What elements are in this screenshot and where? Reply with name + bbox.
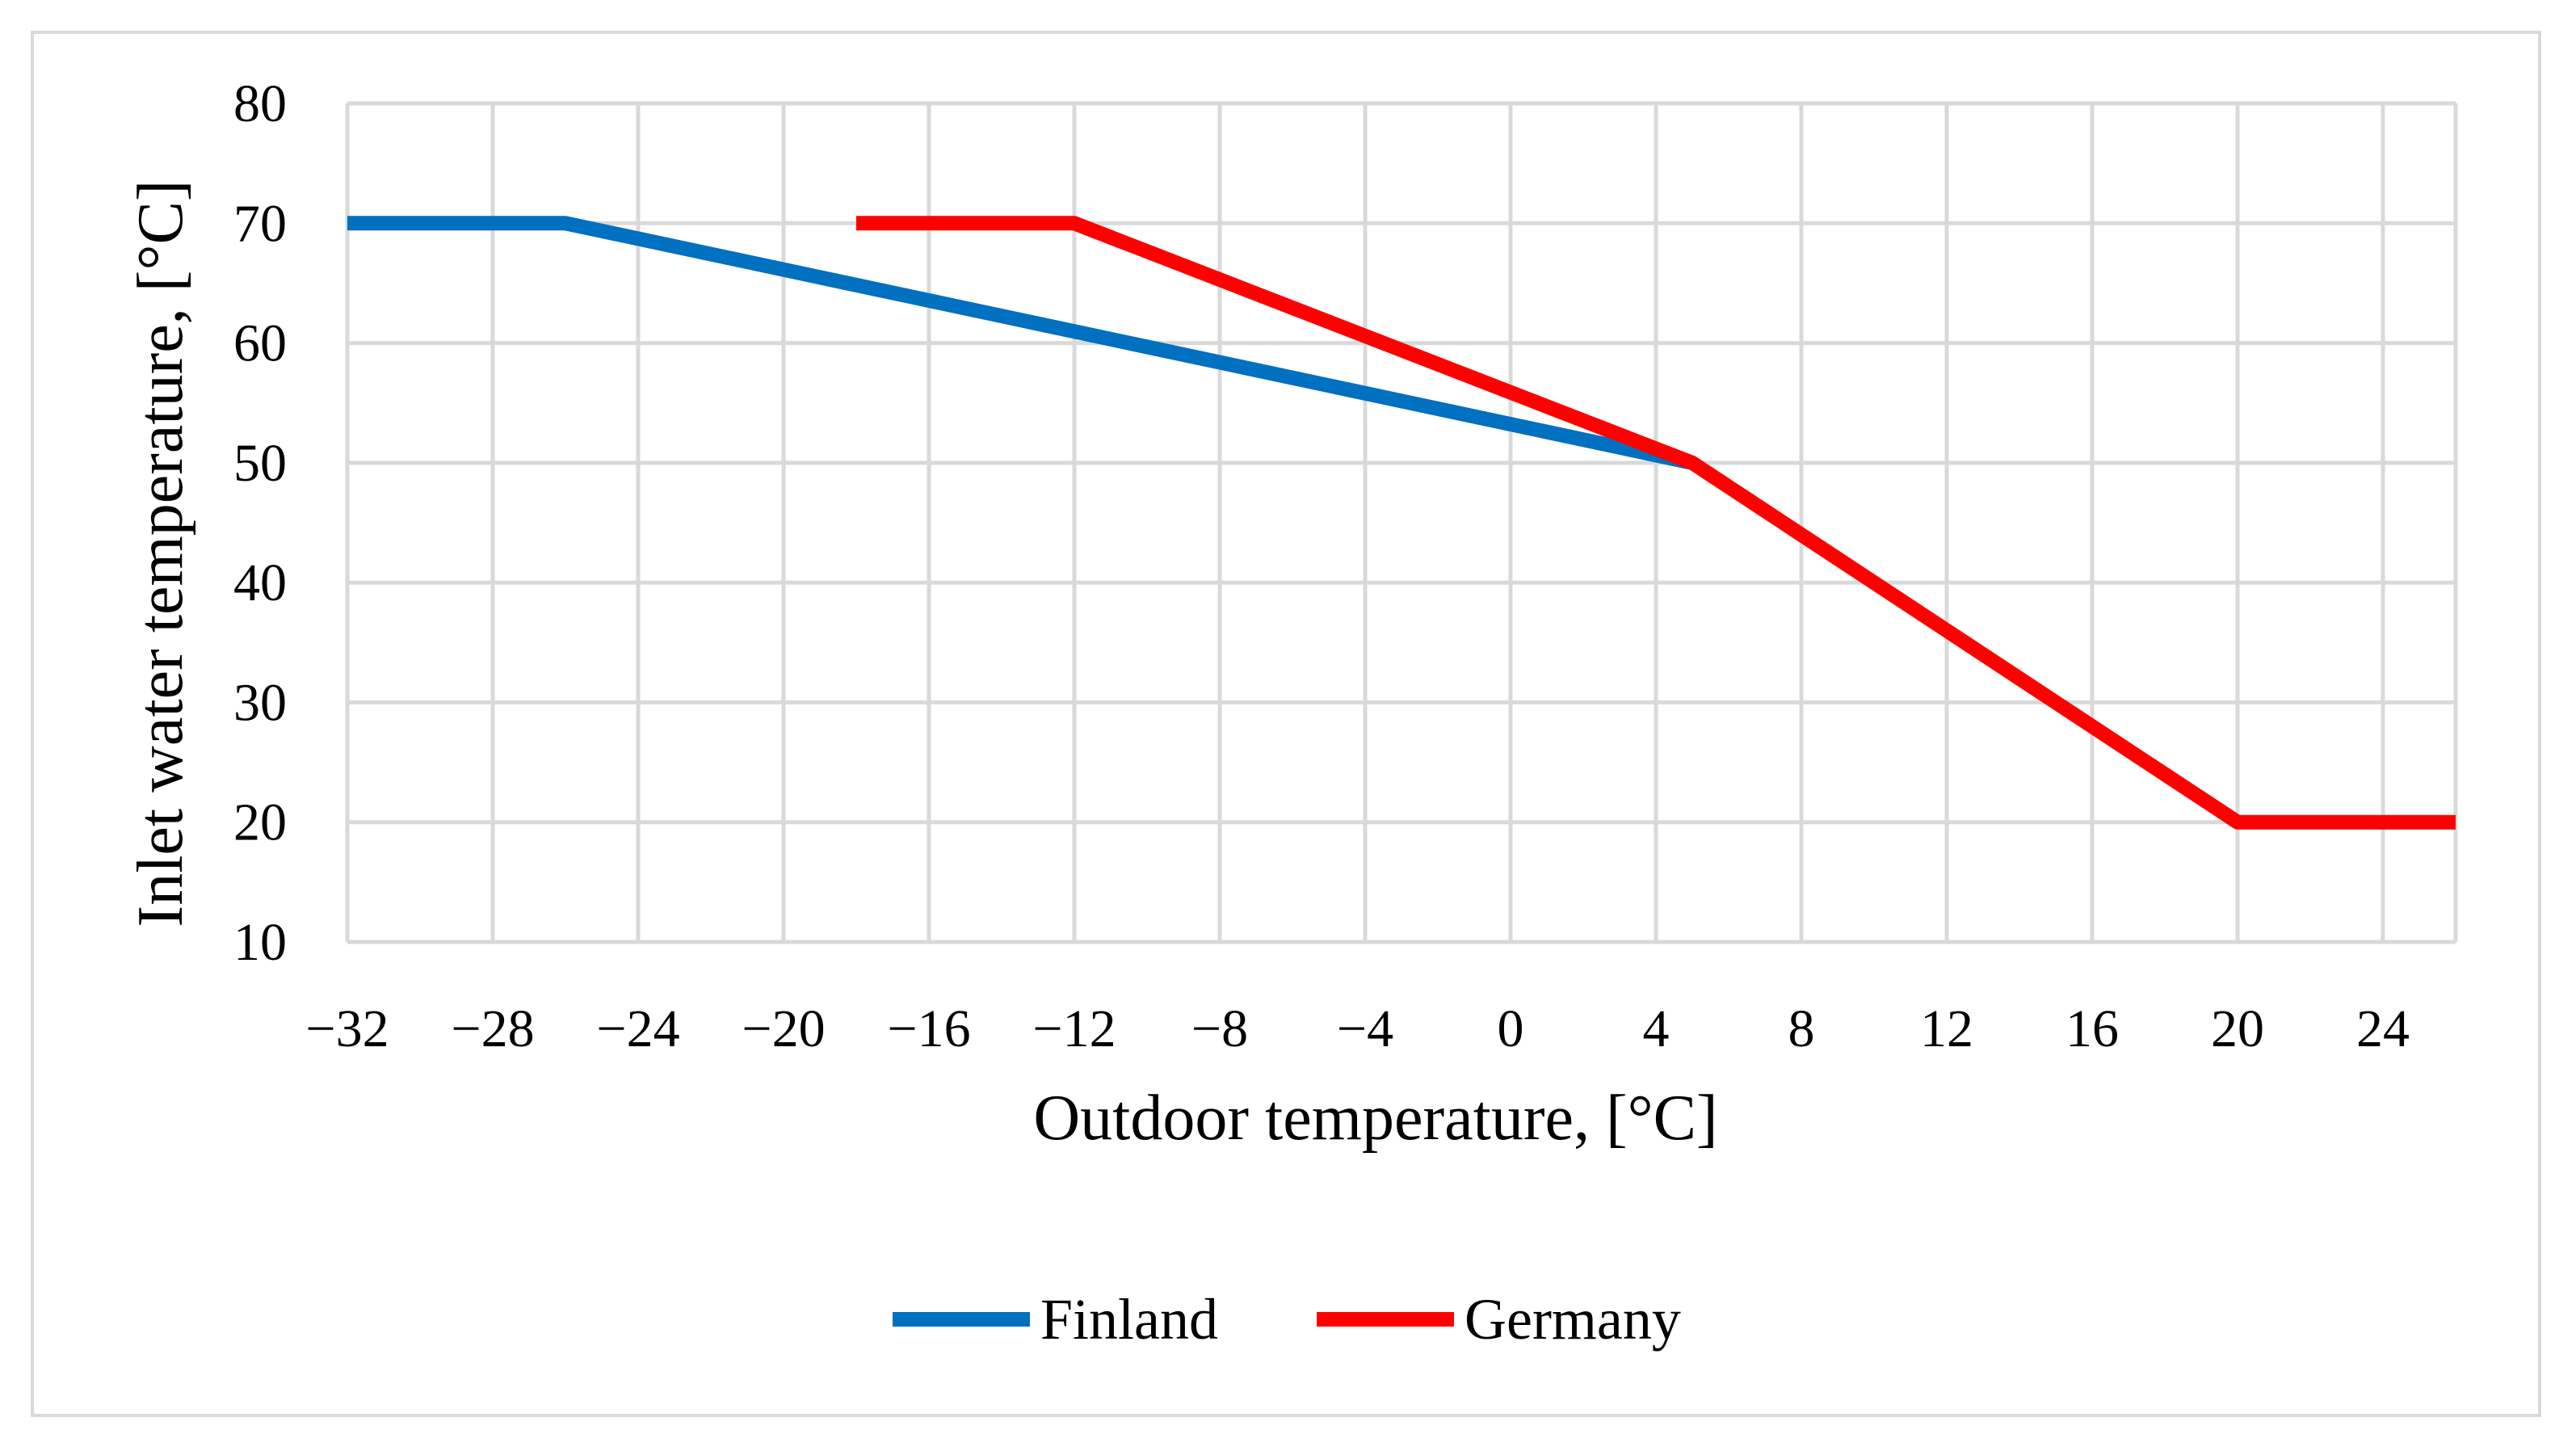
y-tick-label: 20 xyxy=(233,793,287,852)
y-tick-label: 70 xyxy=(233,194,287,253)
x-tick-label: −16 xyxy=(887,999,970,1058)
legend-label: Finland xyxy=(1040,1287,1218,1352)
x-tick-label: 24 xyxy=(2356,999,2410,1058)
x-tick-label: −12 xyxy=(1032,999,1116,1058)
y-tick-label: 60 xyxy=(233,314,287,373)
x-tick-label: 12 xyxy=(1920,999,1973,1058)
y-tick-label: 10 xyxy=(233,913,287,972)
x-tick-label: −4 xyxy=(1337,999,1393,1058)
y-axis-ticks: 10 20 30 40 50 60 70 80 xyxy=(233,74,287,972)
x-tick-label: −24 xyxy=(596,999,679,1058)
y-tick-label: 30 xyxy=(233,673,287,732)
legend: Finland Germany xyxy=(893,1287,1681,1352)
x-tick-label: 8 xyxy=(1788,999,1815,1058)
x-tick-label: −28 xyxy=(451,999,534,1058)
legend-label: Germany xyxy=(1464,1287,1681,1352)
gridlines xyxy=(345,101,2458,944)
x-tick-label: 20 xyxy=(2211,999,2264,1058)
x-tick-label: 4 xyxy=(1643,999,1670,1058)
legend-item-finland: Finland xyxy=(893,1287,1218,1352)
x-tick-label: 16 xyxy=(2065,999,2119,1058)
series-lines xyxy=(347,216,2456,830)
y-tick-label: 80 xyxy=(233,74,287,133)
legend-item-germany: Germany xyxy=(1317,1287,1681,1352)
x-tick-label: −20 xyxy=(742,999,825,1058)
x-axis-ticks: −32 −28 −24 −20 −16 −12 −8 −4 0 4 8 12 16 20 24 xyxy=(305,999,2410,1058)
series-line-finland xyxy=(347,216,1694,470)
y-axis-title: Inlet water temperature, [°C] xyxy=(125,180,196,927)
y-tick-label: 50 xyxy=(233,434,287,493)
y-tick-label: 40 xyxy=(233,553,287,612)
x-tick-label: −8 xyxy=(1191,999,1248,1058)
x-tick-label: 0 xyxy=(1498,999,1524,1058)
x-axis-title: Outdoor temperature, [°C] xyxy=(1033,1083,1717,1154)
series-line-germany xyxy=(856,216,2456,830)
chart-frame xyxy=(31,31,2541,1417)
x-tick-label: −32 xyxy=(305,999,389,1058)
